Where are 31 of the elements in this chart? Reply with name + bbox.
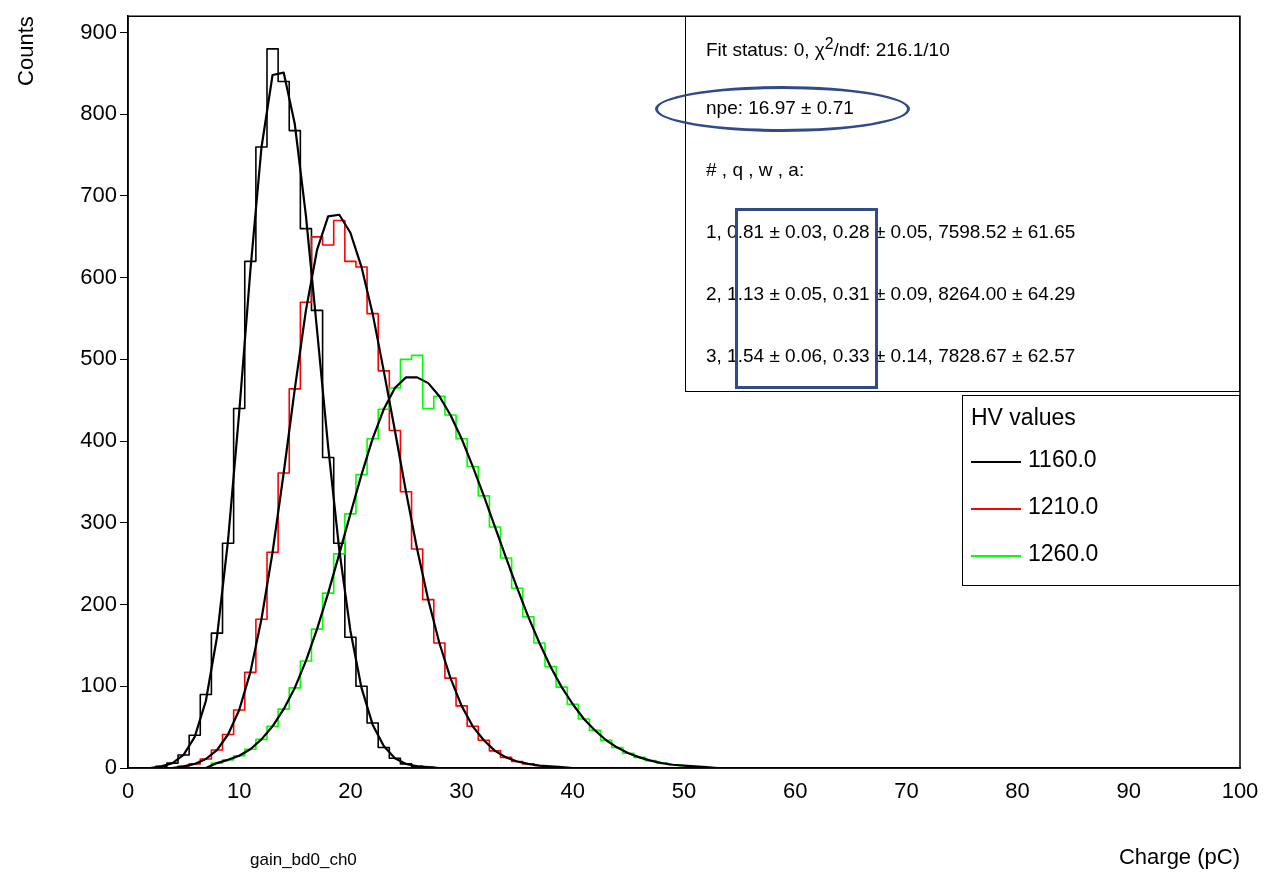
y-tick-label: 300 (80, 508, 117, 534)
x-tick-label: 40 (560, 778, 586, 804)
y-tick-label: 100 (80, 672, 117, 698)
y-tick-label: 700 (80, 182, 117, 208)
y-tick-label: 600 (80, 263, 117, 289)
y-tick-label: 200 (80, 590, 117, 616)
x-tick-label: 0 (121, 778, 135, 804)
legend-label: 1160.0 (1028, 446, 1097, 474)
text: gain_bd0_ch0 (250, 850, 357, 870)
x-tick-label: 50 (671, 778, 697, 804)
annotation: Fit status: 0, χ$^{2}$/ndf: 216.1/10 (706, 35, 950, 62)
x-tick-label: 10 (226, 778, 252, 804)
legend-title: HV values (971, 404, 1076, 432)
y-tick-label: 500 (80, 345, 117, 371)
x-tick-label: 70 (894, 778, 919, 804)
y-tick-label: 0 (104, 754, 117, 780)
y-tick-label: 800 (80, 100, 117, 126)
x-tick-label: 20 (338, 778, 363, 804)
x-tick-label: 30 (449, 778, 474, 804)
legend-label: 1260.0 (1028, 540, 1099, 568)
x-tick-label: 80 (1005, 778, 1030, 804)
legend-label: 1210.0 (1028, 493, 1099, 521)
annotation: npe: 16.97 ± 0.71 (706, 97, 854, 120)
x-axis-title: Charge (pC) (1118, 843, 1240, 869)
y-tick-label: 900 (80, 18, 117, 44)
y-tick-label: 400 (80, 427, 117, 453)
x-tick-label: 90 (1116, 778, 1142, 804)
x-tick-label: 100 (1221, 778, 1259, 804)
x-tick-label: 60 (782, 778, 808, 804)
annotation: # , q , w , a: (706, 159, 805, 182)
y-axis-title: Counts (13, 16, 39, 86)
